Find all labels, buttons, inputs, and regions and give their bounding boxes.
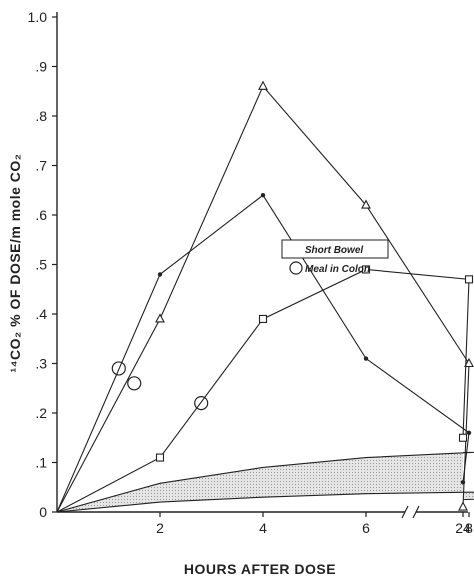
y-axis-title: ¹⁴CO₂ % OF DOSE/m mole CO₂ [7,153,23,372]
legend: Short Bowel Meal in Colon [281,239,389,275]
y-tick-label: .2 [35,405,47,421]
legend-meal-in-colon-label: Meal in Colon [305,264,370,275]
meal-in-colon-point [127,376,142,391]
meal-in-colon-point [111,361,126,376]
y-tick-label: 1.0 [28,9,48,25]
triangle-point [155,313,165,323]
triangle-point [361,199,371,209]
y-tick-label: .6 [35,207,47,223]
x-axis-title: HOURS AFTER DOSE [184,561,336,577]
y-tick-label: .3 [35,356,47,372]
legend-short-bowel-box [281,239,389,259]
tick-labels: 0.1.2.3.4.5.6.7.8.91.02468101224 [28,9,474,536]
legend-short-bowel-label: Short Bowel [305,245,364,256]
triangle-point [458,501,468,511]
y-tick-label: .4 [35,306,47,322]
dot-point [260,193,266,198]
axes [52,12,470,519]
x-tick-label: 8 [465,520,473,536]
series-line-triangle [56,85,470,513]
y-tick-label: .9 [35,59,47,75]
series-line-dot [56,194,470,513]
square-point [361,265,371,274]
x-tick-label: 6 [362,520,370,536]
y-tick-label: .7 [35,158,47,174]
series-group [56,80,474,513]
y-tick-label: .1 [35,455,47,471]
square-point [155,453,165,462]
legend-meal-in-colon-marker [289,261,303,275]
normal-band-area [57,452,474,512]
triangle-point [464,357,474,368]
x-tick-label: 24 [455,520,471,536]
dot-point [466,430,472,435]
triangle-point [258,80,268,90]
square-point [464,275,474,284]
x-tick-label: 2 [156,520,164,536]
axis-break-mark [412,505,420,519]
y-tick-label: .8 [35,108,47,124]
square-point [458,433,468,442]
normal-band-upper-line [56,451,474,513]
axis-break-mark [401,505,409,519]
y-tick-label: 0 [39,504,47,520]
x-tick-label: 4 [259,520,267,536]
dot-point [460,480,466,485]
normal-band [56,451,474,513]
dot-point [363,356,369,361]
series-line-square [56,268,470,513]
square-point [258,314,268,324]
meal-in-colon-point [194,396,209,411]
y-tick-label: .5 [35,257,47,273]
dot-point [157,272,163,277]
normal-band-lower-line [56,491,474,513]
